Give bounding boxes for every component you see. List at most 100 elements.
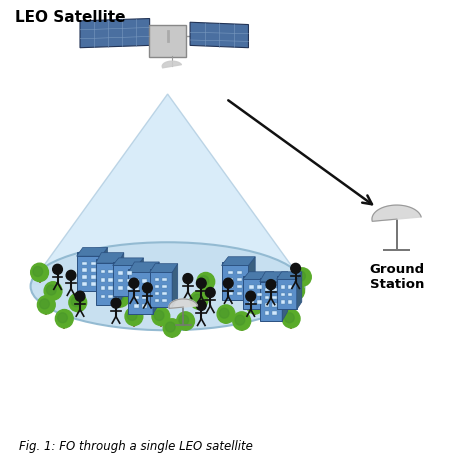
Circle shape xyxy=(232,312,250,330)
Bar xyxy=(272,303,276,307)
Bar xyxy=(142,295,147,299)
Circle shape xyxy=(53,264,62,274)
Bar xyxy=(134,279,139,282)
Text: Ground
Station: Ground Station xyxy=(368,263,423,291)
Circle shape xyxy=(82,276,92,286)
Bar xyxy=(77,253,101,256)
Polygon shape xyxy=(242,272,273,279)
Bar xyxy=(82,275,87,279)
Polygon shape xyxy=(296,272,301,309)
Bar xyxy=(259,278,281,281)
Bar xyxy=(264,303,269,307)
Circle shape xyxy=(165,322,175,332)
Circle shape xyxy=(69,293,87,312)
Bar xyxy=(272,295,276,299)
Bar xyxy=(91,261,95,265)
Bar xyxy=(272,311,276,315)
Circle shape xyxy=(111,288,129,307)
Circle shape xyxy=(152,307,170,326)
Bar xyxy=(155,299,159,302)
Polygon shape xyxy=(137,258,143,295)
Circle shape xyxy=(176,312,194,330)
Circle shape xyxy=(71,296,81,307)
Circle shape xyxy=(219,308,229,318)
Polygon shape xyxy=(128,262,159,272)
Circle shape xyxy=(55,309,73,328)
Polygon shape xyxy=(221,257,255,266)
Circle shape xyxy=(75,291,85,301)
Bar xyxy=(142,287,147,291)
Bar xyxy=(162,299,166,302)
Polygon shape xyxy=(162,61,181,68)
Circle shape xyxy=(93,267,103,276)
Bar xyxy=(227,292,233,295)
Bar xyxy=(118,271,123,274)
Bar xyxy=(256,293,261,296)
Circle shape xyxy=(288,285,298,295)
Circle shape xyxy=(281,309,299,328)
Bar xyxy=(82,268,87,272)
Bar xyxy=(96,260,118,263)
Circle shape xyxy=(114,292,123,302)
Circle shape xyxy=(284,313,294,323)
Text: LEO Satellite: LEO Satellite xyxy=(15,10,125,25)
Bar xyxy=(264,295,269,299)
Circle shape xyxy=(142,283,152,293)
Bar xyxy=(101,269,105,274)
Bar xyxy=(248,300,253,303)
Bar xyxy=(91,275,95,279)
Polygon shape xyxy=(118,253,124,305)
Circle shape xyxy=(33,267,42,276)
Bar xyxy=(96,263,118,305)
Bar xyxy=(248,285,253,288)
Circle shape xyxy=(197,273,214,291)
Bar xyxy=(256,285,261,288)
Circle shape xyxy=(196,301,206,310)
Circle shape xyxy=(248,299,258,309)
Polygon shape xyxy=(77,247,107,256)
Bar xyxy=(236,278,242,281)
Polygon shape xyxy=(169,299,197,308)
Bar xyxy=(149,272,172,307)
Polygon shape xyxy=(259,272,287,281)
Bar xyxy=(155,285,159,288)
Polygon shape xyxy=(152,262,159,314)
Circle shape xyxy=(199,276,208,286)
Bar xyxy=(82,261,87,265)
Bar xyxy=(256,300,261,303)
Circle shape xyxy=(183,274,192,284)
Bar xyxy=(287,300,291,303)
Circle shape xyxy=(129,278,138,288)
Circle shape xyxy=(80,273,98,291)
Circle shape xyxy=(273,293,290,312)
Bar xyxy=(236,285,242,288)
Circle shape xyxy=(66,270,76,281)
Polygon shape xyxy=(189,22,248,48)
Polygon shape xyxy=(96,253,124,263)
Circle shape xyxy=(179,315,188,325)
Circle shape xyxy=(245,291,255,301)
Bar xyxy=(227,271,233,274)
Bar xyxy=(242,275,267,279)
Bar xyxy=(118,286,123,290)
Bar xyxy=(227,278,233,281)
Circle shape xyxy=(286,282,304,300)
Bar xyxy=(112,266,137,295)
Polygon shape xyxy=(371,205,420,221)
Bar xyxy=(118,279,123,282)
Bar xyxy=(227,285,233,288)
Bar xyxy=(101,286,105,290)
Polygon shape xyxy=(80,19,149,48)
Bar xyxy=(142,304,147,308)
Circle shape xyxy=(290,263,300,274)
Polygon shape xyxy=(112,258,143,266)
Bar xyxy=(221,266,248,300)
Bar xyxy=(134,295,139,299)
Circle shape xyxy=(145,294,155,304)
Circle shape xyxy=(125,307,143,326)
Bar xyxy=(108,295,113,298)
Bar xyxy=(126,286,131,290)
Circle shape xyxy=(31,263,48,281)
Circle shape xyxy=(275,296,285,307)
Circle shape xyxy=(57,313,67,323)
